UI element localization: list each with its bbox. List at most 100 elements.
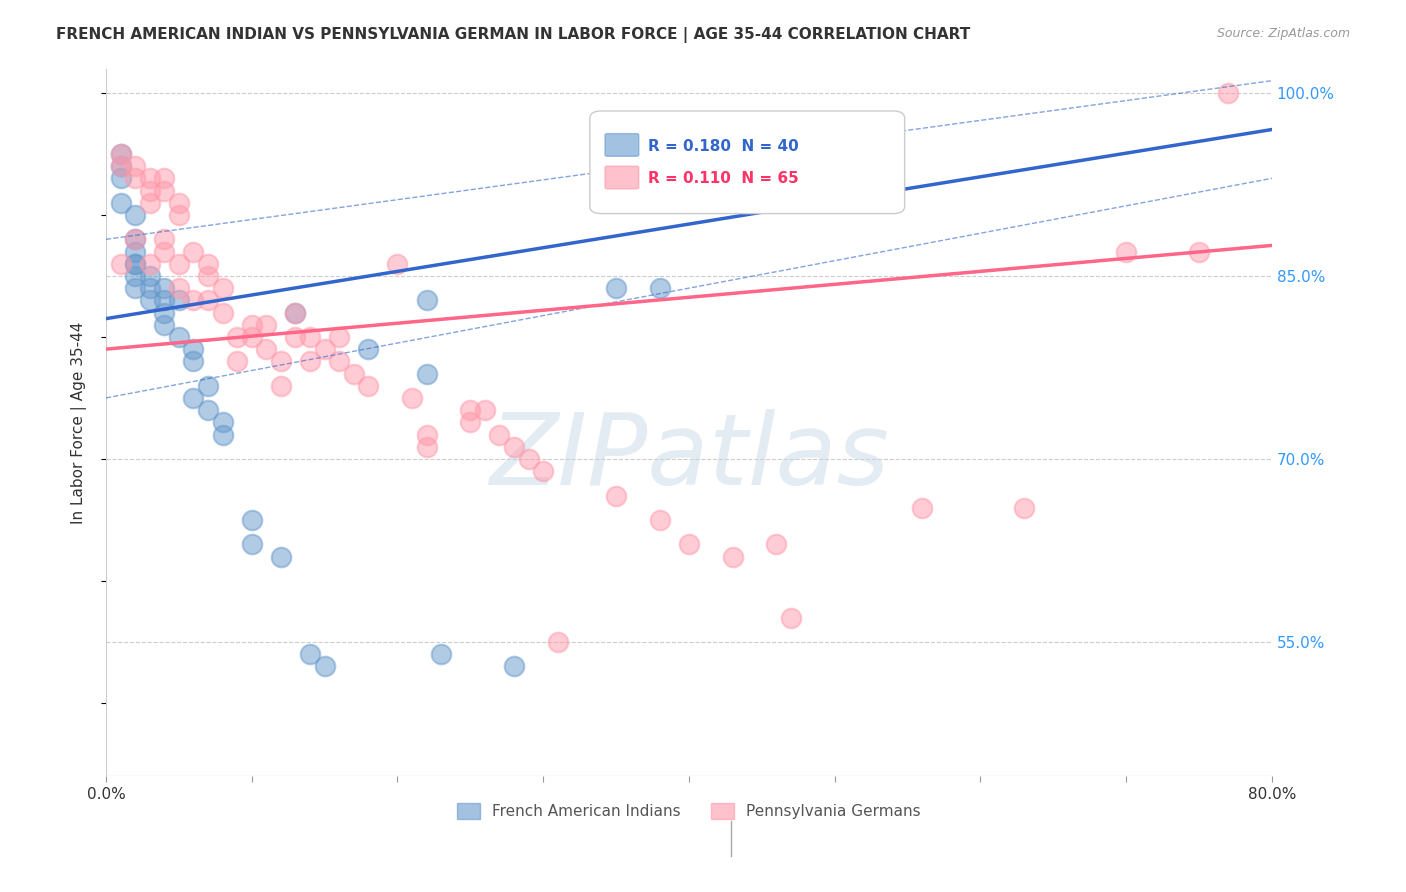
Point [197,268,219,283]
Point [153,305,176,319]
Point [314,659,336,673]
Point [124,244,146,259]
Point [124,257,146,271]
Point [153,293,176,308]
Point [110,159,132,173]
Point [299,647,322,661]
Point [270,378,292,392]
Point [299,354,322,368]
Point [183,244,205,259]
Point [270,549,292,564]
Point [110,147,132,161]
Point [357,342,380,356]
Point [110,159,132,173]
Point [153,184,176,198]
Point [721,549,744,564]
Point [153,171,176,186]
Point [226,330,249,344]
Point [197,378,219,392]
Point [648,513,671,527]
Point [780,610,803,624]
Point [197,403,219,417]
Point [124,171,146,186]
Point [124,268,146,283]
Text: R = 0.180  N = 40: R = 0.180 N = 40 [648,139,799,154]
Point [110,171,132,186]
Point [460,415,482,429]
Point [678,537,700,551]
Point [460,403,482,417]
Point [167,293,190,308]
Point [124,281,146,295]
Point [167,257,190,271]
Text: FRENCH AMERICAN INDIAN VS PENNSYLVANIA GERMAN IN LABOR FORCE | AGE 35-44 CORRELA: FRENCH AMERICAN INDIAN VS PENNSYLVANIA G… [56,27,970,43]
Point [1188,244,1211,259]
Text: ZIPatlas: ZIPatlas [489,409,889,507]
Point [765,537,787,551]
Point [211,427,233,442]
Point [415,440,437,454]
Point [314,342,336,356]
Point [1218,86,1240,100]
Point [503,440,526,454]
Point [1012,500,1035,515]
Point [343,367,366,381]
Point [153,281,176,295]
Point [211,305,233,319]
Point [124,159,146,173]
Point [124,232,146,246]
Point [110,257,132,271]
FancyBboxPatch shape [605,134,638,156]
Point [1115,244,1137,259]
Y-axis label: In Labor Force | Age 35-44: In Labor Force | Age 35-44 [72,321,87,524]
Point [387,257,409,271]
Point [197,293,219,308]
Point [226,354,249,368]
Point [488,427,510,442]
Point [430,647,453,661]
Text: R = 0.110  N = 65: R = 0.110 N = 65 [648,171,799,186]
Point [270,354,292,368]
Point [240,513,263,527]
Point [138,268,160,283]
Point [240,537,263,551]
Point [110,147,132,161]
Point [138,257,160,271]
Point [517,452,540,467]
Point [124,232,146,246]
Point [415,293,437,308]
Point [284,305,307,319]
Point [240,330,263,344]
Point [167,195,190,210]
Point [254,342,277,356]
Point [183,391,205,405]
Point [503,659,526,673]
Point [110,195,132,210]
FancyBboxPatch shape [605,166,638,189]
Text: Source: ZipAtlas.com: Source: ZipAtlas.com [1216,27,1350,40]
FancyBboxPatch shape [591,111,904,213]
Point [284,305,307,319]
Point [328,330,350,344]
Point [153,244,176,259]
Point [138,195,160,210]
Point [183,342,205,356]
Point [153,232,176,246]
Point [328,354,350,368]
Point [138,293,160,308]
Point [357,378,380,392]
Point [531,464,554,478]
Point [124,257,146,271]
Point [474,403,496,417]
Point [211,281,233,295]
Point [153,318,176,332]
Point [197,257,219,271]
Point [284,330,307,344]
Point [138,171,160,186]
Point [605,281,627,295]
Point [138,281,160,295]
Point [211,415,233,429]
Point [183,354,205,368]
Point [605,489,627,503]
Point [911,500,934,515]
